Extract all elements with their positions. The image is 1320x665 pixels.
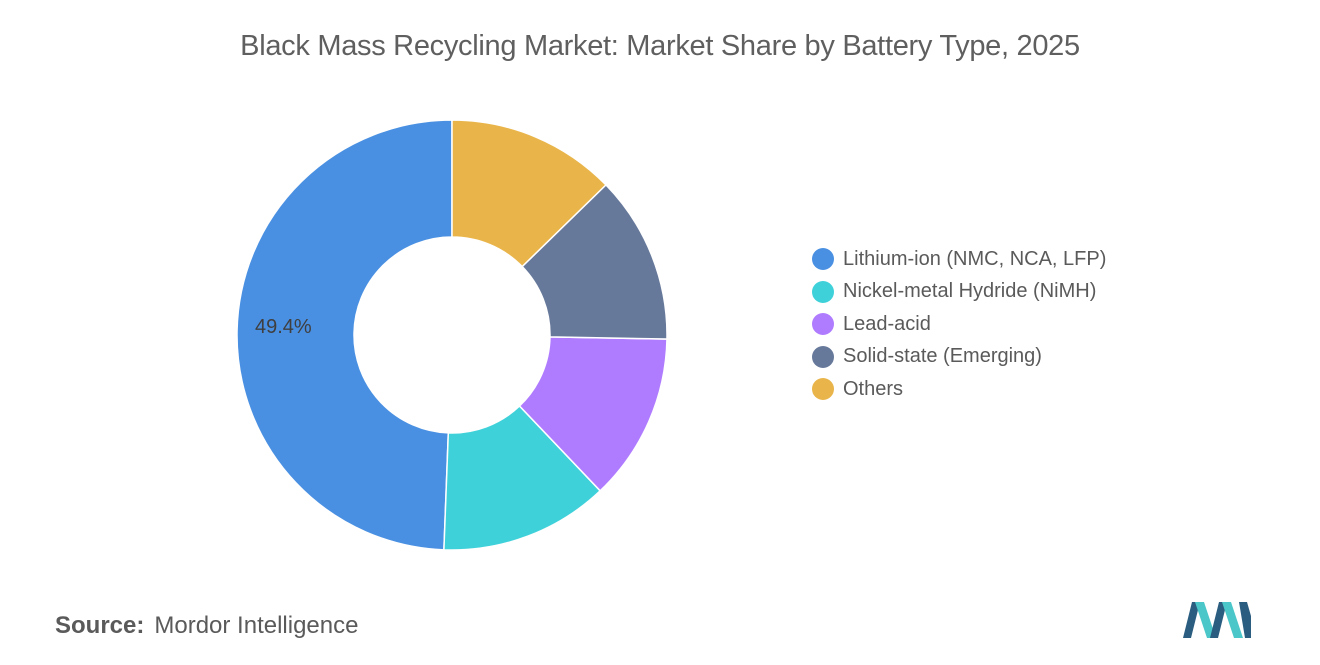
legend-label: Lead-acid [843, 312, 931, 335]
legend-swatch [812, 345, 834, 368]
source-label: Source: [55, 612, 145, 639]
source-line: Source: Mordor Intelligence [55, 612, 358, 640]
legend-label: Others [843, 377, 904, 400]
legend-swatch [812, 248, 834, 271]
legend-swatch [812, 313, 834, 336]
data-label-1: 49.4% [255, 316, 312, 338]
legend-item: Solid-state (Emerging) [812, 341, 1106, 374]
legend-item: Lithium-ion (NMC, NCA, LFP) [812, 243, 1106, 276]
legend-swatch [812, 378, 834, 401]
legend-swatch [812, 280, 834, 303]
chart-title: Black Mass Recycling Market: Market Shar… [240, 30, 1080, 62]
donut-slice-1 [236, 119, 453, 551]
mordor-intelligence-logo [1183, 602, 1251, 638]
legend-item: Lead-acid [812, 308, 1106, 341]
source-text: Mordor Intelligence [154, 612, 359, 639]
legend-label: Nickel-metal Hydride (NiMH) [843, 280, 1097, 303]
donut-slice-5 [451, 119, 607, 268]
legend-item: Others [812, 373, 1106, 406]
donut-chart: 49.4% [236, 119, 668, 551]
legend-label: Lithium-ion (NMC, NCA, LFP) [843, 247, 1107, 270]
legend-item: Nickel-metal Hydride (NiMH) [812, 276, 1106, 309]
chart-legend: Lithium-ion (NMC, NCA, LFP) Nickel-metal … [812, 243, 1106, 406]
legend-label: Solid-state (Emerging) [843, 345, 1042, 368]
donut-slice-2 [443, 404, 602, 551]
